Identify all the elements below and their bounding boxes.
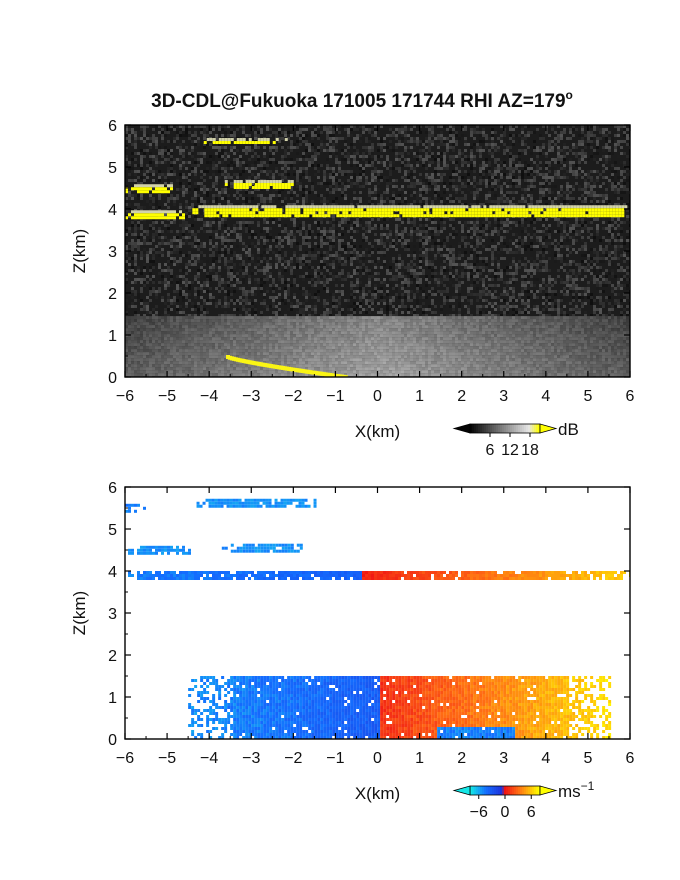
colorbar-tick-label: 6 — [527, 804, 536, 821]
data-field — [125, 498, 630, 739]
x-tick-label: −1 — [326, 750, 344, 767]
y-tick-label: 6 — [108, 480, 117, 497]
colorbar-tick-label: 0 — [501, 804, 510, 821]
y-tick-label: 4 — [108, 202, 117, 219]
x-tick-label: 3 — [499, 750, 508, 767]
x-tick-label: −4 — [200, 750, 218, 767]
y-axis-label: Z(km) — [70, 591, 89, 635]
echo-top-layer — [196, 498, 317, 508]
y-tick-label: 3 — [108, 606, 117, 623]
echo-ground-echo — [226, 355, 348, 377]
y-tick-label: 0 — [108, 370, 117, 387]
colorbar-tick-label: −6 — [470, 804, 488, 821]
x-axis-label: X(km) — [355, 784, 400, 803]
echo-corner-patch — [125, 503, 146, 513]
data-field — [125, 125, 630, 377]
x-tick-label: 3 — [499, 388, 508, 405]
echo-boundary-layer — [125, 316, 630, 377]
colorbar: 6 12 18 dB — [452, 420, 579, 459]
y-tick-label: 1 — [108, 690, 117, 707]
x-tick-label: 4 — [541, 750, 550, 767]
x-tick-label: −5 — [158, 750, 176, 767]
y-tick-label: 5 — [108, 160, 117, 177]
x-tick-label: 5 — [583, 388, 592, 405]
y-tick-label: 5 — [108, 522, 117, 539]
echo-main-layer — [192, 205, 628, 218]
x-tick-label: −3 — [242, 750, 260, 767]
x-tick-label: 5 — [583, 750, 592, 767]
x-tick-label: 6 — [626, 750, 635, 767]
y-tick-label: 1 — [108, 328, 117, 345]
colorbar-tick-label: 6 — [486, 442, 495, 459]
echo-boundary-layer — [188, 676, 612, 739]
x-tick-label: −5 — [158, 388, 176, 405]
x-tick-label: −2 — [284, 750, 302, 767]
colorbar-unit: dB — [558, 420, 579, 439]
x-tick-label: 0 — [373, 750, 382, 767]
x-tick-label: 0 — [373, 388, 382, 405]
x-tick-label: −2 — [284, 388, 302, 405]
echo-middle-layer — [128, 545, 191, 555]
y-tick-label: 3 — [108, 244, 117, 261]
y-axis-label: Z(km) — [70, 229, 89, 273]
x-tick-label: 2 — [457, 388, 466, 405]
colorbar-unit: ms−1 — [558, 779, 595, 801]
y-tick-label: 6 — [108, 118, 117, 135]
echo-middle-layer — [125, 184, 173, 194]
echo-main-layer — [128, 571, 630, 580]
x-axis-label: X(km) — [355, 422, 400, 441]
x-tick-label: −6 — [116, 388, 134, 405]
x-tick-label: 4 — [541, 388, 550, 405]
y-tick-label: 0 — [108, 732, 117, 749]
y-tick-label: 4 — [108, 564, 117, 581]
x-tick-label: 6 — [626, 388, 635, 405]
y-tick-label: 2 — [108, 286, 117, 303]
x-tick-label: −4 — [200, 388, 218, 405]
echo-upper-middle-layer — [221, 543, 303, 553]
title-text: 3D-CDL@Fukuoka 171005 171744 RHI AZ=179 — [151, 91, 565, 112]
x-tick-label: −6 — [116, 750, 134, 767]
colorbar-tick-label: 18 — [521, 442, 539, 459]
colorbar-tick-label: 12 — [501, 442, 519, 459]
y-tick-label: 2 — [108, 648, 117, 665]
x-tick-label: −1 — [326, 388, 344, 405]
echo-left-layer — [125, 210, 185, 220]
x-tick-label: 1 — [415, 750, 424, 767]
echo-top-layer — [203, 138, 288, 145]
x-tick-label: 1 — [415, 388, 424, 405]
x-tick-label: −3 — [242, 388, 260, 405]
echo-upper-middle-layer — [224, 180, 294, 190]
colorbar: −6 0 6 ms−1 — [452, 779, 595, 821]
figure-title: 3D-CDL@Fukuoka 171005 171744 RHI AZ=179o — [151, 88, 573, 112]
x-tick-label: 2 — [457, 750, 466, 767]
title-superscript: o — [566, 88, 573, 102]
